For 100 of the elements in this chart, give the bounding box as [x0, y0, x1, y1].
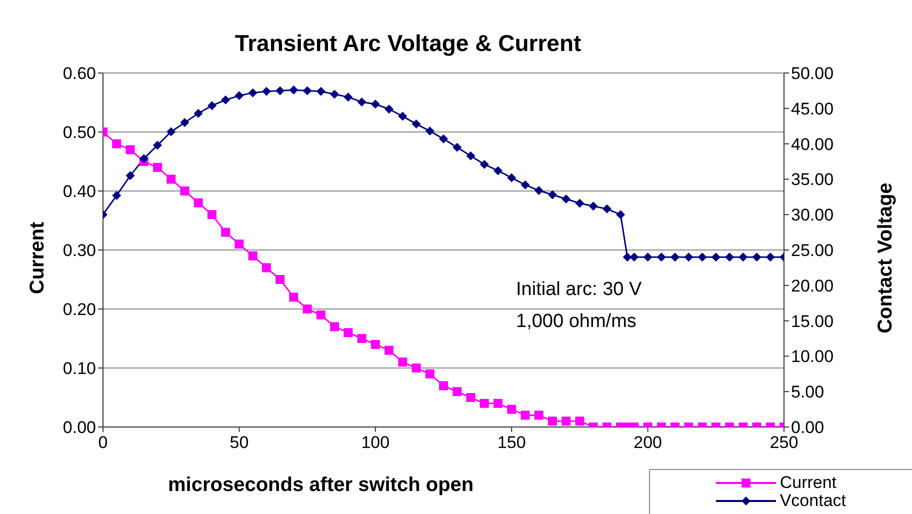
point — [112, 190, 122, 200]
y2-tick-label: 15.00 — [791, 312, 834, 331]
point — [248, 88, 258, 98]
y-tick-label: 0.50 — [62, 123, 96, 142]
point — [752, 252, 762, 262]
point — [766, 252, 775, 262]
point — [493, 398, 502, 408]
point — [194, 198, 203, 208]
point — [439, 381, 448, 390]
y-tick-label: 0.00 — [62, 418, 96, 438]
point — [398, 358, 408, 367]
y2-tick-label: 5.00 — [791, 382, 824, 402]
point — [248, 251, 258, 260]
point — [152, 140, 162, 150]
x-axis-title: microseconds after switch open — [168, 474, 474, 497]
point — [562, 194, 571, 204]
point — [289, 292, 298, 302]
point — [616, 210, 626, 220]
point — [452, 387, 462, 396]
point — [221, 228, 230, 237]
y2-tick-label: 40.00 — [791, 134, 834, 154]
point — [520, 410, 530, 420]
point — [152, 162, 162, 172]
point — [725, 252, 734, 262]
point — [384, 104, 394, 114]
point — [207, 101, 216, 110]
point — [357, 98, 366, 107]
point — [643, 252, 652, 262]
point — [575, 198, 584, 208]
y2-axis-title: Contact Voltage — [874, 182, 898, 334]
y2-tick-label: 50.00 — [791, 64, 834, 84]
y2-tick-label: 45.00 — [791, 99, 834, 118]
point — [316, 310, 326, 320]
annotation: 1,000 ohm/ms — [516, 310, 638, 334]
point — [520, 180, 530, 190]
point — [507, 173, 516, 182]
point — [548, 190, 557, 200]
x-tick-label: 0 — [98, 433, 108, 452]
point — [262, 263, 271, 272]
point — [534, 186, 544, 196]
legend-label: Vcontact — [780, 491, 846, 510]
x-tick-label: 100 — [361, 433, 390, 452]
point — [234, 240, 244, 249]
point — [507, 404, 516, 414]
point — [194, 108, 203, 118]
y-tick-label: 0.60 — [62, 64, 96, 84]
y-tick-label: 0.30 — [62, 241, 96, 260]
point — [166, 127, 176, 136]
point — [425, 126, 434, 136]
point — [221, 95, 230, 104]
chart-title: Transient Arc Voltage & Current — [234, 30, 582, 57]
point — [112, 139, 122, 148]
point — [575, 416, 584, 426]
x-tick-label: 200 — [634, 433, 662, 452]
x-tick-label: 150 — [497, 433, 526, 452]
y2-tick-label: 10.00 — [791, 347, 834, 366]
point — [276, 275, 285, 284]
point — [588, 202, 598, 211]
point — [139, 154, 148, 164]
point — [370, 340, 380, 349]
point — [370, 100, 380, 109]
point — [344, 328, 353, 338]
point — [126, 171, 135, 180]
y2-tick-label: 25.00 — [791, 241, 834, 260]
point — [262, 86, 271, 96]
point — [562, 416, 571, 426]
point — [480, 398, 489, 408]
point — [180, 186, 190, 196]
point — [630, 252, 639, 262]
point — [344, 92, 353, 102]
point — [480, 160, 489, 169]
point — [466, 393, 476, 402]
point — [493, 166, 502, 176]
point — [656, 252, 666, 262]
point — [330, 90, 340, 99]
point — [180, 118, 190, 128]
point — [684, 252, 694, 262]
point — [289, 85, 298, 94]
point — [425, 369, 434, 378]
point — [234, 91, 244, 100]
point — [302, 86, 312, 96]
y-tick-label: 0.10 — [62, 359, 96, 378]
point — [622, 252, 632, 262]
point — [302, 304, 312, 314]
point — [412, 364, 421, 372]
point — [166, 174, 176, 184]
x-tick-label: 50 — [230, 433, 249, 452]
y2-tick-label: 35.00 — [791, 170, 834, 190]
y-tick-label: 0.20 — [62, 300, 96, 320]
y2-tick-label: 30.00 — [791, 206, 834, 225]
point — [276, 86, 285, 96]
point — [126, 145, 135, 154]
point — [711, 252, 720, 262]
point — [207, 210, 216, 220]
point — [534, 410, 544, 420]
annotation: Initial arc: 30 V — [516, 278, 642, 302]
point — [384, 346, 394, 355]
point — [738, 252, 748, 262]
point — [466, 151, 476, 160]
point — [316, 86, 326, 96]
